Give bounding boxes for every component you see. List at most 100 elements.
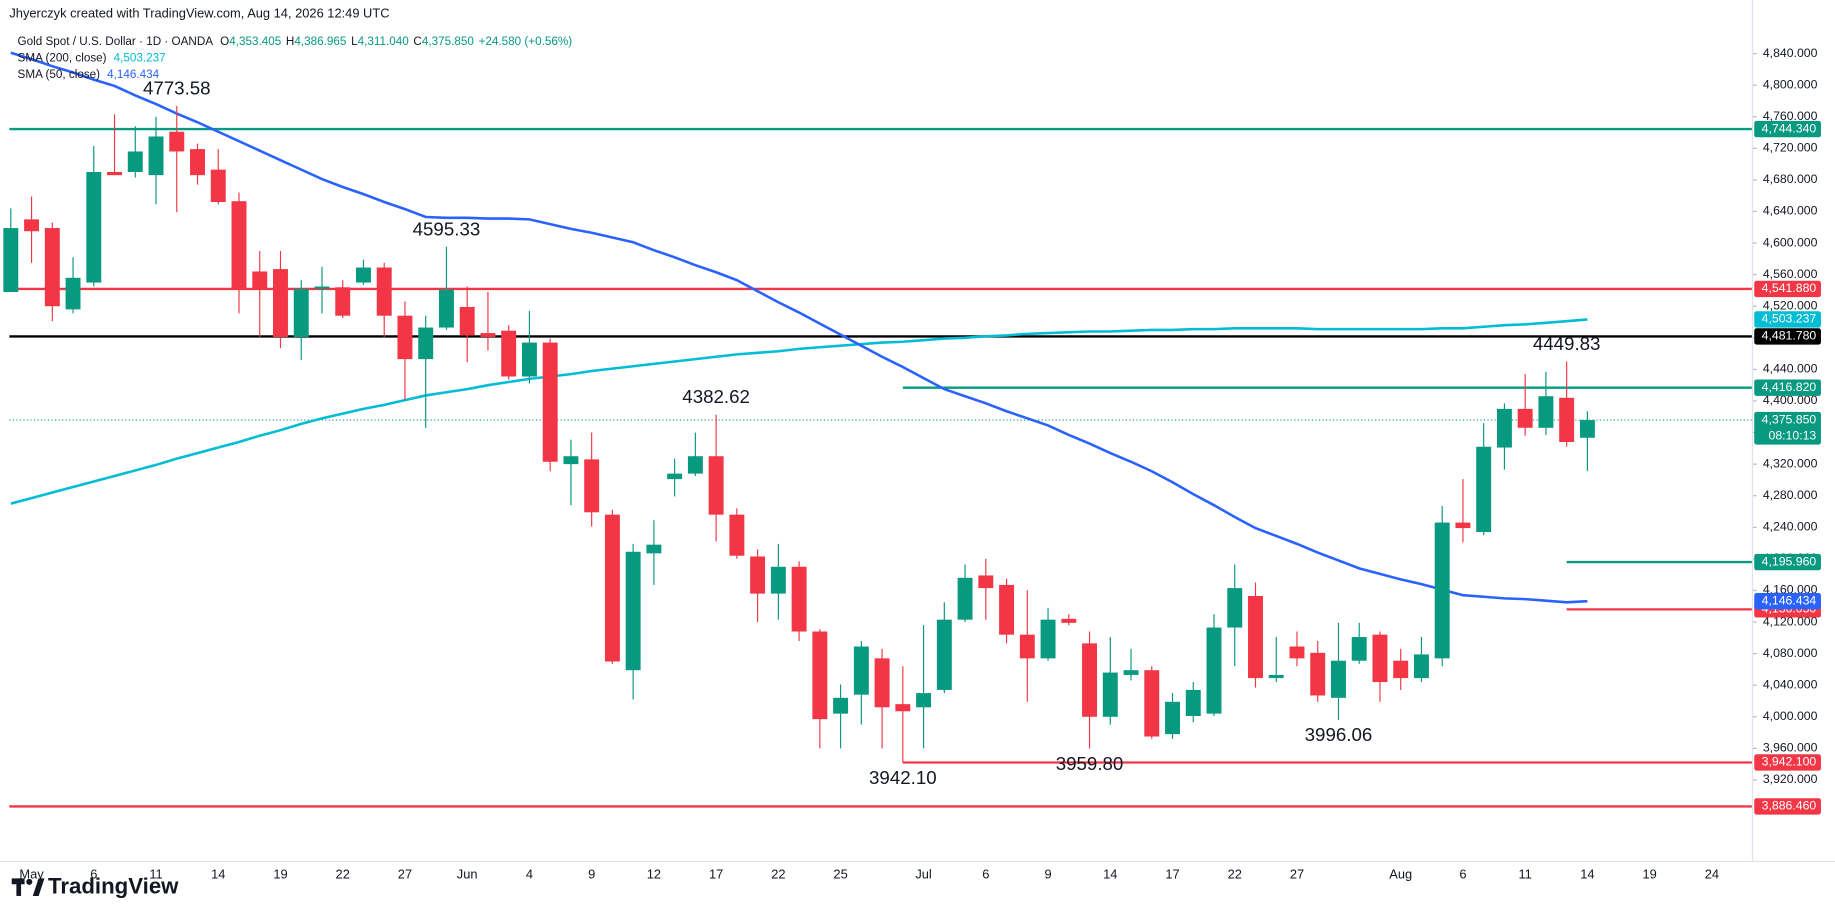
y-tick-label: 4,840.000 — [1763, 46, 1818, 60]
candle-body — [1040, 619, 1056, 659]
legend-key: O — [220, 35, 229, 48]
x-tick-label: 24 — [1705, 866, 1719, 881]
level-box — [1754, 754, 1821, 771]
candle-body — [729, 514, 745, 556]
candle-body — [1393, 660, 1409, 679]
x-tick-label: May — [19, 866, 44, 881]
candle-body — [438, 289, 454, 328]
legend-value: 4,503.237 — [114, 52, 166, 65]
level-box-label: 4,481.780 — [1762, 329, 1817, 343]
level-box-label: 4,416.820 — [1762, 380, 1817, 394]
candle-body — [791, 566, 807, 632]
y-tick-label: 4,120.000 — [1763, 614, 1818, 628]
candle-body — [293, 288, 309, 338]
x-tick-label: 6 — [1459, 866, 1466, 881]
x-tick-label: Jul — [915, 866, 931, 881]
price-annotation: 4773.58 — [143, 78, 211, 99]
candle-body — [459, 307, 475, 336]
x-tick-label: 19 — [1642, 866, 1656, 881]
y-tick-label: 4,560.000 — [1763, 267, 1818, 281]
price-annotation: 4449.83 — [1533, 333, 1601, 354]
y-tick-label: 4,280.000 — [1763, 488, 1818, 502]
x-tick-label: 27 — [398, 866, 412, 881]
candle-body — [314, 286, 330, 289]
candle-body — [916, 693, 932, 708]
candle-body — [1227, 588, 1243, 628]
candle-body — [563, 456, 579, 465]
candle-body — [1206, 627, 1222, 714]
y-tick-label: 4,800.000 — [1763, 77, 1818, 91]
candle-body — [1579, 420, 1595, 438]
x-tick-label: 14 — [211, 866, 225, 881]
legend-name: SMA (50, close) — [18, 68, 101, 81]
x-tick-label: 22 — [336, 866, 350, 881]
candle-body — [1413, 654, 1429, 679]
logo-part — [26, 878, 33, 885]
candle-body — [3, 228, 19, 293]
candle-body — [1268, 674, 1284, 679]
x-tick-label: 27 — [1290, 866, 1304, 881]
last-price-box — [1754, 411, 1821, 445]
sma-line — [10, 318, 1588, 505]
candle-body — [86, 172, 102, 283]
candle-body — [957, 577, 973, 620]
legend-value: 4,375.850 — [422, 35, 475, 48]
x-tick-label: 6 — [90, 866, 97, 881]
candle-body — [252, 271, 268, 289]
candle-body — [190, 149, 205, 176]
logo-part — [32, 878, 45, 896]
candle-body — [1310, 652, 1326, 696]
legend-value: 4,353.405 — [229, 35, 282, 48]
price-annotation: 4595.33 — [413, 218, 481, 239]
candle-body — [770, 566, 786, 594]
candle-body — [1185, 689, 1201, 716]
candle-body — [1476, 446, 1492, 533]
candle-body — [1019, 634, 1035, 659]
brand: TradingView — [48, 874, 179, 899]
candle-body — [335, 287, 351, 316]
level-box — [1754, 553, 1821, 571]
candle-body — [1165, 701, 1180, 735]
candle-body — [148, 136, 164, 176]
legend-value: 4,311.040 — [358, 35, 410, 48]
legend-key: H — [286, 35, 294, 48]
candle-body — [708, 456, 724, 515]
candle-body — [750, 556, 766, 594]
x-tick-label: 17 — [1165, 866, 1179, 881]
y-tick-label: 4,320.000 — [1763, 456, 1818, 470]
x-tick-label: 14 — [1580, 866, 1594, 881]
last-price-box-label: 4,375.850 — [1762, 412, 1817, 426]
y-tick-label: 4,720.000 — [1763, 141, 1818, 155]
y-tick-label: 4,760.000 — [1763, 109, 1818, 123]
legend-value: 4,386.965 — [294, 35, 347, 48]
candle-body — [812, 631, 828, 720]
candle-body — [1289, 646, 1305, 659]
candle-body — [418, 327, 434, 360]
candle-body — [625, 551, 641, 671]
y-tick-label: 4,240.000 — [1763, 520, 1818, 534]
candle-body — [833, 697, 849, 714]
x-tick-label: 19 — [273, 866, 287, 881]
y-tick-label: 4,600.000 — [1763, 235, 1818, 249]
candle-body — [480, 333, 496, 338]
sma-line — [10, 51, 1588, 604]
level-box — [1754, 798, 1821, 815]
candle-body — [231, 201, 247, 289]
candle-body — [999, 584, 1015, 635]
y-tick-label: 4,640.000 — [1763, 204, 1818, 218]
candle-body — [1351, 637, 1367, 661]
x-tick-label: 6 — [982, 866, 989, 881]
candle-body — [687, 456, 703, 474]
level-box-label: 4,744.340 — [1762, 121, 1817, 135]
countdown: 08:10:13 — [1769, 429, 1817, 443]
candle-body — [895, 704, 911, 712]
level-box-label: 4,541.880 — [1762, 281, 1817, 295]
y-tick-label: 4,400.000 — [1763, 393, 1818, 407]
candle-body — [1517, 408, 1533, 428]
candle-body — [978, 575, 994, 589]
candle-body — [127, 151, 143, 173]
level-box-label: 4,195.960 — [1762, 554, 1817, 568]
candle-body — [584, 459, 600, 513]
